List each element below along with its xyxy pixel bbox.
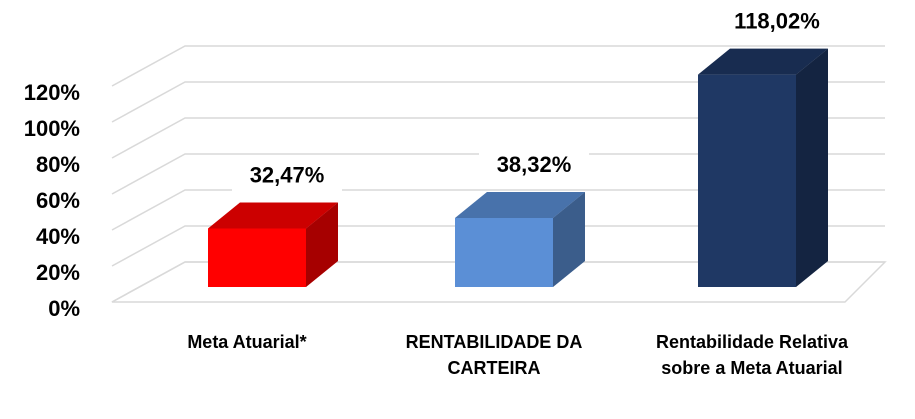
- x-tick-label: RENTABILIDADE DA CARTEIRA: [405, 332, 583, 378]
- x-tick-label: Meta Atuarial*: [187, 332, 307, 352]
- bar-face: [208, 202, 338, 229]
- grid-line: [111, 225, 885, 267]
- bar-face: [208, 202, 338, 229]
- value-label-bg: [479, 150, 589, 183]
- value-label: 38,32%: [497, 152, 572, 177]
- grid-line: [111, 45, 885, 87]
- grid-line: [111, 189, 885, 231]
- y-tick-label: 60%: [36, 188, 80, 213]
- grid-line: [111, 153, 885, 195]
- bar-face: [306, 202, 338, 287]
- grid-line: [111, 117, 885, 159]
- y-tick-label: 0%: [48, 296, 80, 321]
- y-tick-label: 100%: [24, 116, 80, 141]
- grid-line: [111, 81, 885, 123]
- value-label: 118,02%: [734, 8, 820, 33]
- bar-face: [796, 48, 828, 288]
- bar-face: [698, 48, 828, 75]
- bar: [455, 192, 585, 287]
- grid-line: [111, 261, 885, 303]
- bar: [208, 202, 338, 287]
- bar-face: [553, 192, 585, 287]
- bar-face: [698, 74, 796, 288]
- value-label: 32,47%: [250, 162, 325, 187]
- bar-face: [455, 218, 553, 287]
- bar-face: [796, 48, 828, 288]
- x-tick-label: Rentabilidade Relativa sobre a Meta Atua…: [655, 332, 849, 378]
- y-tick-label: 120%: [24, 80, 80, 105]
- bar-face: [306, 202, 338, 287]
- bar-face: [553, 192, 585, 287]
- y-tick-label: 20%: [36, 260, 80, 285]
- bar: [698, 48, 828, 288]
- value-label-bg: [722, 6, 832, 39]
- y-tick-label: 80%: [36, 152, 80, 177]
- y-tick-label: 40%: [36, 224, 80, 249]
- bar-face: [208, 228, 306, 287]
- bar-face: [698, 48, 828, 75]
- value-label-bg: [232, 160, 342, 193]
- bar-face: [455, 192, 585, 219]
- bar-face: [455, 192, 585, 219]
